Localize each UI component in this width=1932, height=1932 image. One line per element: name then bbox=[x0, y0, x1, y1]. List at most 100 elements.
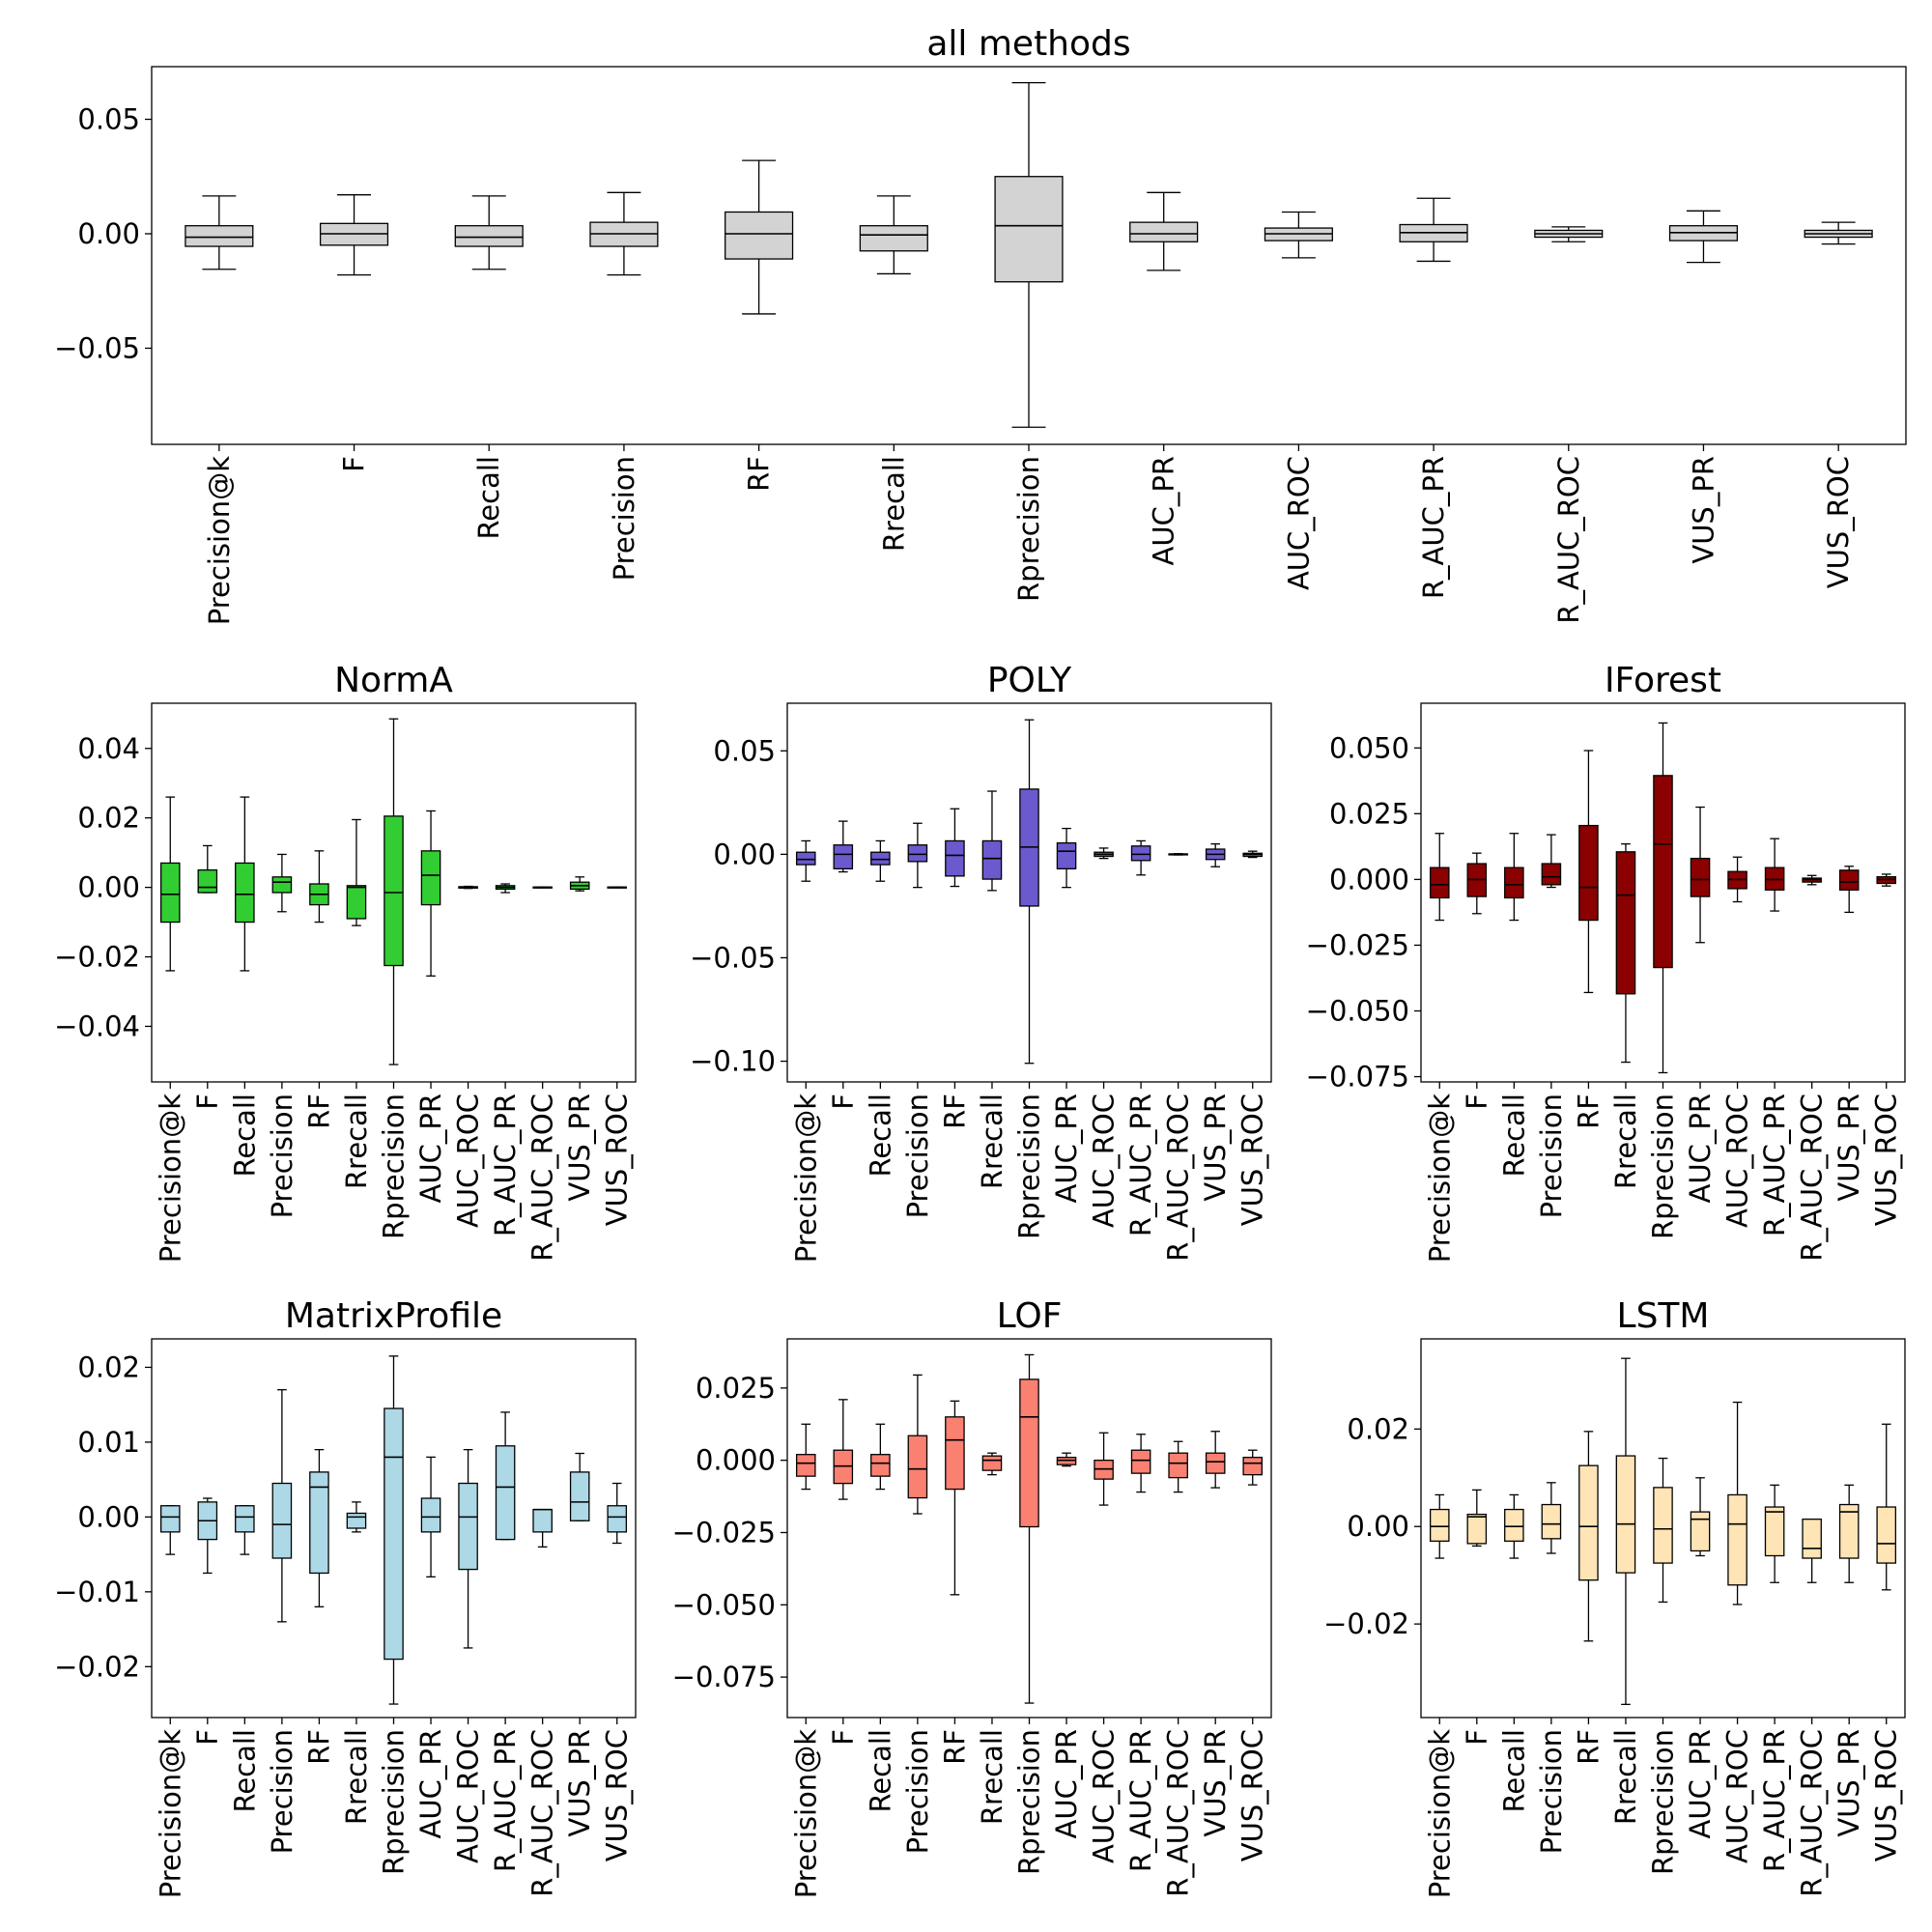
x-tick-label: R_AUC_PR bbox=[1758, 1094, 1791, 1236]
box-auc_roc bbox=[1727, 856, 1747, 903]
box-rprecision bbox=[384, 1355, 404, 1705]
iqr-box bbox=[346, 885, 367, 920]
iqr-box bbox=[454, 225, 524, 247]
box-r_auc_pr bbox=[495, 883, 516, 894]
panel-title: all methods bbox=[926, 24, 1130, 64]
box-rf bbox=[1578, 750, 1599, 994]
box-rf bbox=[1578, 1431, 1599, 1642]
x-tick-label: R_AUC_ROC bbox=[1552, 456, 1585, 624]
x-tick-label: AUC_ROC bbox=[452, 1729, 485, 1863]
box-precision@k bbox=[795, 1423, 816, 1491]
x-tick-label: Precision bbox=[266, 1094, 298, 1218]
x-tick-label: F bbox=[191, 1729, 224, 1746]
iqr-box bbox=[1615, 1455, 1636, 1574]
box-f bbox=[1466, 852, 1488, 915]
x-tick-label: F bbox=[827, 1094, 860, 1110]
x-tick-label: AUC_ROC bbox=[1721, 1729, 1754, 1863]
box-auc_pr bbox=[1129, 191, 1199, 271]
y-tick-label: 0.02 bbox=[77, 1350, 140, 1383]
x-tick-label: AUC_PR bbox=[1050, 1729, 1083, 1838]
iqr-box bbox=[420, 850, 441, 906]
boxplot-panel-matrixprofile: MatrixProfile −0.02 −0.01 0.00 0.01 0.02 Preci… bbox=[54, 1296, 637, 1898]
x-tick-label: F bbox=[191, 1094, 224, 1110]
iqr-box bbox=[1838, 869, 1860, 891]
iqr-box bbox=[1802, 1519, 1822, 1559]
box-auc_pr bbox=[1056, 827, 1077, 889]
x-tick-label: VUS_ROC bbox=[1236, 1094, 1269, 1226]
y-tick-label: 0.00 bbox=[77, 1500, 140, 1533]
box-r_auc_pr bbox=[1130, 839, 1151, 876]
box-recall bbox=[235, 796, 255, 972]
box-vus_pr bbox=[1838, 866, 1860, 914]
y-tick-label: −0.025 bbox=[672, 1516, 776, 1548]
iqr-box bbox=[271, 876, 293, 894]
x-tick-label: AUC_PR bbox=[1148, 456, 1180, 565]
y-tick-label: 0.00 bbox=[77, 871, 140, 904]
boxplot-panel-iforest: IForest −0.075 −0.050 −0.025 0.000 0.025 0.050… bbox=[1306, 661, 1906, 1263]
iqr-box bbox=[1168, 1452, 1188, 1479]
x-tick-label: Rrecall bbox=[976, 1729, 1009, 1825]
x-tick-label: F bbox=[827, 1729, 860, 1746]
x-tick-label: Precision bbox=[608, 456, 640, 581]
x-tick-label: Rprecision bbox=[1013, 1094, 1046, 1239]
x-tick-label: R_AUC_ROC bbox=[526, 1094, 559, 1262]
box-r_auc_roc bbox=[532, 886, 553, 889]
x-tick-label: Rrecall bbox=[340, 1729, 373, 1825]
x-tick-label: Precision bbox=[901, 1094, 934, 1218]
x-tick-label: AUC_PR bbox=[1684, 1729, 1717, 1838]
y-tick-label: 0.05 bbox=[77, 103, 140, 136]
y-tick-label: −0.04 bbox=[54, 1009, 140, 1042]
y-tick-label: −0.050 bbox=[1306, 995, 1409, 1028]
box-rf bbox=[309, 1449, 329, 1607]
x-tick-label: R_AUC_PR bbox=[489, 1094, 522, 1236]
x-tick-label: VUS_ROC bbox=[601, 1094, 634, 1226]
iqr-box bbox=[1019, 1378, 1039, 1528]
x-tick-label: Rrecall bbox=[1609, 1729, 1642, 1825]
iqr-box bbox=[945, 1416, 965, 1491]
iqr-box bbox=[271, 1482, 293, 1559]
iqr-box bbox=[1130, 1449, 1151, 1474]
iqr-box bbox=[795, 851, 816, 866]
box-precision@k bbox=[795, 839, 816, 882]
x-tick-label: Precision@k bbox=[1423, 1729, 1456, 1898]
x-tick-label: Precision@k bbox=[154, 1729, 186, 1898]
box-vus_roc bbox=[607, 1482, 628, 1545]
y-tick-label: −0.02 bbox=[54, 1650, 140, 1683]
y-tick-label: 0.025 bbox=[696, 1372, 776, 1405]
iqr-box bbox=[159, 862, 181, 923]
iqr-box bbox=[569, 1471, 590, 1521]
box-rrecall bbox=[981, 790, 1003, 892]
x-tick-label: Recall bbox=[472, 456, 505, 540]
box-vus_pr bbox=[569, 1452, 590, 1521]
box-r_auc_roc bbox=[1534, 226, 1604, 242]
panel-title: IForest bbox=[1605, 661, 1721, 700]
y-tick-label: 0.050 bbox=[1329, 731, 1409, 764]
iqr-box bbox=[235, 862, 255, 923]
y-tick-label: −0.050 bbox=[672, 1588, 776, 1621]
box-r_auc_pr bbox=[1399, 197, 1468, 263]
x-tick-label: RF bbox=[938, 1094, 971, 1129]
x-tick-label: R_AUC_ROC bbox=[1796, 1094, 1829, 1262]
box-vus_roc bbox=[1876, 1423, 1897, 1591]
iqr-box bbox=[1764, 1506, 1785, 1557]
iqr-box bbox=[1876, 1506, 1897, 1564]
y-tick-label: −0.05 bbox=[54, 331, 140, 364]
x-tick-label: R_AUC_PR bbox=[1124, 1729, 1157, 1872]
box-rf bbox=[724, 159, 794, 315]
box-precision bbox=[589, 191, 659, 276]
iqr-box bbox=[197, 868, 218, 894]
x-tick-label: RF bbox=[1572, 1729, 1605, 1765]
iqr-box bbox=[870, 1454, 891, 1477]
iqr-box bbox=[1578, 1464, 1599, 1581]
x-tick-label: AUC_PR bbox=[414, 1094, 447, 1203]
box-rrecall bbox=[346, 818, 367, 926]
iqr-box bbox=[833, 844, 854, 870]
box-rrecall bbox=[346, 1501, 367, 1533]
iqr-box bbox=[420, 1497, 441, 1533]
x-tick-label: RF bbox=[938, 1729, 971, 1765]
x-tick-label: VUS_ROC bbox=[1236, 1729, 1269, 1861]
x-tick-label: Rrecall bbox=[340, 1094, 373, 1189]
y-tick-label: 0.00 bbox=[713, 838, 776, 870]
